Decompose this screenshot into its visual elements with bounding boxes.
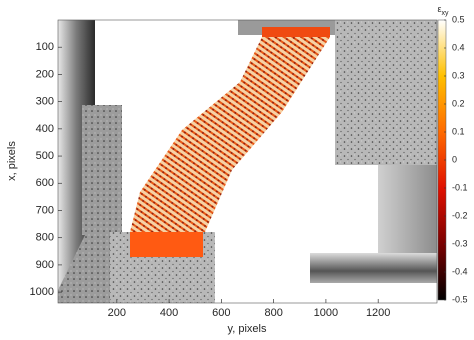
x-tick-label: 200 — [108, 307, 126, 319]
colorbar-label: εxy — [437, 4, 449, 16]
colorbar-tick-label: 0.3 — [452, 70, 465, 80]
x-axis-label: y, pixels — [228, 323, 267, 335]
colorbar-tick-label: 0 — [452, 154, 457, 164]
y-tick-label: 700 — [36, 204, 54, 216]
colorbar-subscript: xy — [442, 10, 450, 17]
colorbar-tick-label: 0.4 — [452, 42, 465, 52]
colorbar-symbol: ε — [437, 4, 441, 14]
x-tick-label: 400 — [160, 307, 178, 319]
x-tick-label: 1000 — [314, 307, 338, 319]
colorbar-tick-label: 0.5 — [452, 14, 465, 24]
colorbar-tick-label: -0.2 — [452, 210, 468, 220]
x-tick-label: 1200 — [366, 307, 390, 319]
colorbar-tick-label: -0.3 — [452, 238, 468, 248]
specimen-photo — [57, 19, 438, 304]
y-tick-label: 800 — [36, 232, 54, 244]
colorbar-axis: 0.5 0.4 0.3 0.2 0.1 0 -0.1 -0.2 -0.3 -0.4 -0.5 — [444, 14, 468, 304]
y-tick-label: 200 — [36, 68, 54, 80]
y-axis-label: x, pixels — [6, 141, 18, 181]
y-tick-label: 900 — [36, 259, 54, 271]
y-tick-label: 600 — [36, 177, 54, 189]
y-tick-label: 1000 — [30, 286, 54, 298]
y-tick-label: 500 — [36, 150, 54, 162]
y-tick-label: 400 — [36, 123, 54, 135]
colorbar-tick-label: -0.5 — [452, 294, 468, 304]
x-tick-label: 600 — [212, 307, 230, 319]
colorbar-tick-label: 0.2 — [452, 98, 465, 108]
colorbar-tick-label: -0.1 — [452, 182, 468, 192]
colorbar-tick-label: -0.4 — [452, 266, 468, 276]
y-tick-label: 300 — [36, 96, 54, 108]
x-tick-label: 800 — [264, 307, 282, 319]
colorbar-tick-label: 0.1 — [452, 126, 465, 136]
y-tick-label: 100 — [36, 41, 54, 53]
